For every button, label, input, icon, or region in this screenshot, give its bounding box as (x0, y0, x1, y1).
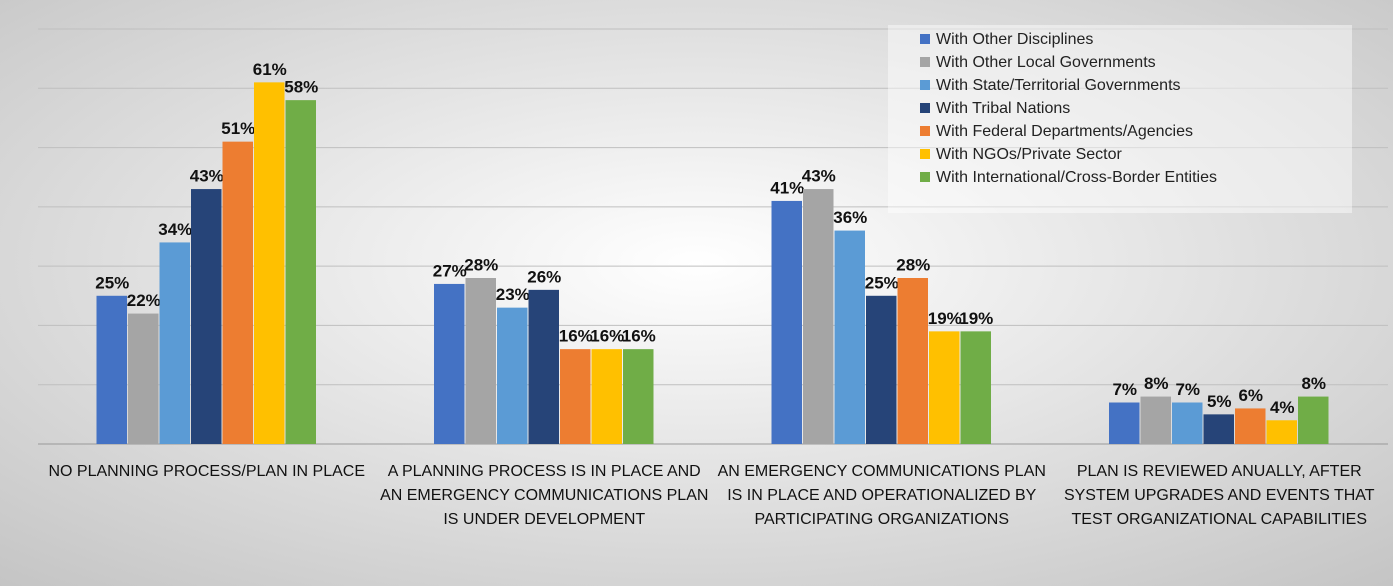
legend-label: With Federal Departments/Agencies (936, 123, 1193, 140)
data-label: 34% (158, 220, 192, 239)
data-label: 7% (1112, 380, 1137, 399)
data-label: 16% (590, 327, 624, 346)
data-label: 27% (433, 261, 467, 280)
data-label: 4% (1270, 398, 1295, 417)
legend-swatch (920, 149, 930, 159)
bar (465, 278, 496, 444)
bar (1203, 414, 1234, 444)
legend-swatch (920, 57, 930, 67)
legend-swatch (920, 34, 930, 44)
legend-label: With Other Local Governments (936, 54, 1156, 71)
bar (1266, 420, 1297, 444)
legend-label: With State/Territorial Governments (936, 77, 1181, 94)
bar (803, 189, 834, 444)
bar (1140, 396, 1171, 444)
bar (560, 349, 591, 444)
data-label: 28% (896, 255, 930, 274)
legend-label: With International/Cross-Border Entities (936, 169, 1217, 186)
x-tick-label: AN EMERGENCY COMMUNICATIONS PLAN IS IN P… (717, 463, 1046, 528)
bar (222, 141, 253, 444)
bar (1235, 408, 1266, 444)
data-label: 25% (865, 273, 899, 292)
bar (497, 307, 528, 444)
data-label: 28% (464, 255, 498, 274)
bar (128, 313, 159, 444)
bar (591, 349, 622, 444)
data-label: 8% (1144, 374, 1169, 393)
bar (159, 242, 190, 444)
data-label: 58% (284, 78, 318, 97)
data-label: 36% (833, 208, 867, 227)
bar (623, 349, 654, 444)
bar (1109, 402, 1140, 444)
legend-swatch (920, 103, 930, 113)
data-label: 61% (253, 60, 287, 79)
bar (254, 82, 285, 444)
data-label: 51% (221, 119, 255, 138)
data-label: 23% (496, 285, 530, 304)
bar (866, 295, 897, 444)
data-label: 43% (190, 167, 224, 186)
data-label: 41% (770, 178, 804, 197)
bar (1172, 402, 1203, 444)
bar (929, 331, 960, 444)
bar (771, 200, 802, 444)
legend-swatch (920, 80, 930, 90)
data-label: 19% (959, 309, 993, 328)
data-label: 8% (1301, 374, 1326, 393)
legend-label: With NGOs/Private Sector (936, 146, 1122, 163)
data-label: 6% (1238, 386, 1263, 405)
data-label: 5% (1207, 392, 1232, 411)
legend-swatch (920, 126, 930, 136)
bar (528, 289, 559, 444)
bar (1298, 396, 1329, 444)
legend-swatch (920, 172, 930, 182)
data-label: 26% (527, 267, 561, 286)
data-label: 16% (622, 327, 656, 346)
bar (960, 331, 991, 444)
data-label: 16% (559, 327, 593, 346)
legend-box (888, 25, 1352, 213)
bar (191, 189, 222, 444)
x-tick-label: PLAN IS REVIEWED ANUALLY, AFTER SYSTEM U… (1063, 463, 1375, 528)
legend-label: With Other Disciplines (936, 31, 1093, 48)
bar (834, 230, 865, 444)
data-label: 19% (928, 309, 962, 328)
bar (897, 278, 928, 444)
legend-label: With Tribal Nations (936, 100, 1070, 117)
x-tick-label: A PLANNING PROCESS IS IN PLACE AND AN EM… (380, 463, 709, 528)
bar (434, 283, 465, 444)
data-label: 43% (802, 167, 836, 186)
data-label: 22% (127, 291, 161, 310)
bar (285, 100, 316, 445)
bar (96, 295, 127, 444)
x-tick-label: NO PLANNING PROCESS/PLAN IN PLACE (48, 463, 366, 480)
data-label: 25% (95, 273, 129, 292)
data-label: 7% (1175, 380, 1200, 399)
